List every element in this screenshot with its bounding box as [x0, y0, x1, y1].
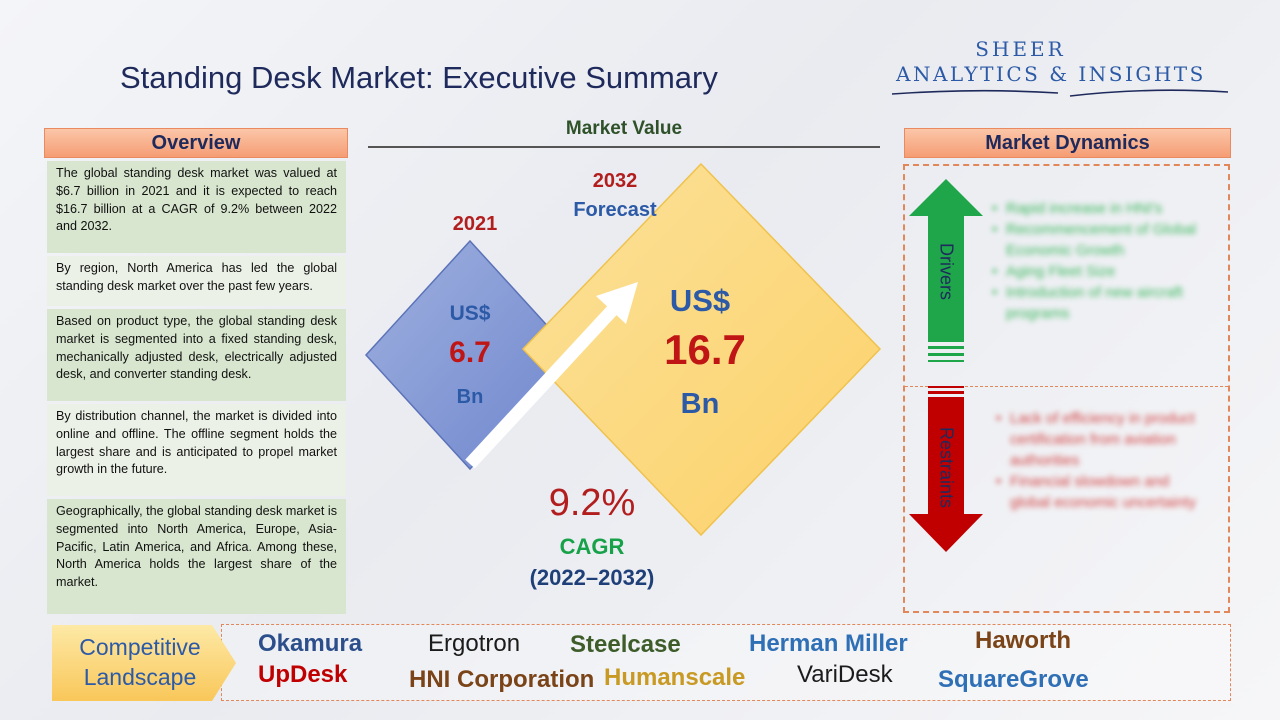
overview-paragraph: The global standing desk market was valu… — [47, 161, 346, 253]
overview-paragraph: By region, North America has led the glo… — [47, 256, 346, 306]
company-hni-corporation: HNI Corporation — [409, 666, 595, 693]
company-logo: SHEER ANALYTICS & INSIGHTS — [888, 36, 1233, 100]
cagr-label: CAGR — [559, 534, 625, 559]
drivers-up-arrow-icon — [909, 179, 983, 362]
company-haworth: Haworth — [975, 627, 1071, 654]
page-title: Standing Desk Market: Executive Summary — [120, 60, 718, 95]
base-currency: US$ — [449, 302, 491, 325]
company-okamura: Okamura — [258, 630, 363, 657]
driver-item: Introduction of new aircraft programs — [992, 282, 1217, 324]
growth-arrow-icon — [465, 282, 638, 469]
logo-swoosh-icon — [891, 89, 1229, 97]
cagr-period: (2022–2032) — [529, 565, 655, 590]
restraint-item: Financial slowdown and global economic u… — [996, 471, 1211, 513]
driver-item: Aging Fleet Size — [992, 261, 1217, 282]
company-ergotron: Ergotron — [428, 630, 521, 657]
forecast-currency: US$ — [669, 283, 731, 318]
competitive-landscape-panel — [221, 624, 1231, 701]
restraints-down-arrow-icon — [909, 386, 983, 552]
cagr-value: 9.2% — [548, 482, 636, 524]
forecast-diamond — [521, 162, 882, 537]
company-updesk: UpDesk — [258, 661, 348, 688]
restraints-list: Lack of efficiency in product certificat… — [996, 408, 1211, 513]
driver-item: Rapid increase in HNI's — [992, 198, 1217, 219]
logo-line-1: SHEER — [975, 37, 1066, 61]
company-herman-miller: Herman Miller — [749, 630, 908, 657]
competitive-label-line-1: Competitive — [79, 634, 201, 660]
market-value-divider — [368, 146, 880, 148]
forecast-label: Forecast — [573, 199, 657, 221]
overview-paragraph: Geographically, the global standing desk… — [47, 499, 346, 614]
base-unit: Bn — [456, 386, 484, 408]
restraints-label: Restraints — [936, 426, 957, 509]
drivers-label: Drivers — [936, 243, 957, 300]
competitive-label-line-2: Landscape — [83, 664, 197, 690]
base-value: 6.7 — [449, 336, 491, 369]
competitive-landscape-badge — [52, 625, 236, 701]
logo-line-2: ANALYTICS & INSIGHTS — [896, 62, 1206, 86]
company-squaregrove: SquareGrove — [938, 666, 1089, 693]
drivers-list: Rapid increase in HNI's Recommencement o… — [992, 198, 1217, 324]
company-steelcase: Steelcase — [570, 631, 681, 658]
overview-header: Overview — [44, 128, 348, 158]
competitive-landscape-label: Competitive Landscape — [60, 632, 220, 692]
company-humanscale: Humanscale — [604, 664, 746, 691]
overview-paragraph: By distribution channel, the market is d… — [47, 404, 346, 496]
market-dynamics-header: Market Dynamics — [904, 128, 1231, 158]
company-varidesk: VariDesk — [797, 661, 893, 688]
forecast-year: 2032 — [592, 170, 638, 192]
overview-paragraph: Based on product type, the global standi… — [47, 309, 346, 401]
dynamics-divider — [905, 386, 1228, 387]
forecast-unit: Bn — [680, 388, 720, 420]
forecast-value: 16.7 — [664, 326, 746, 373]
restraint-item: Lack of efficiency in product certificat… — [996, 408, 1211, 471]
market-dynamics-panel — [903, 164, 1230, 613]
base-year: 2021 — [452, 213, 498, 235]
market-value-header: Market Value — [565, 118, 683, 139]
driver-item: Recommencement of Global Economic Growth — [992, 219, 1217, 261]
